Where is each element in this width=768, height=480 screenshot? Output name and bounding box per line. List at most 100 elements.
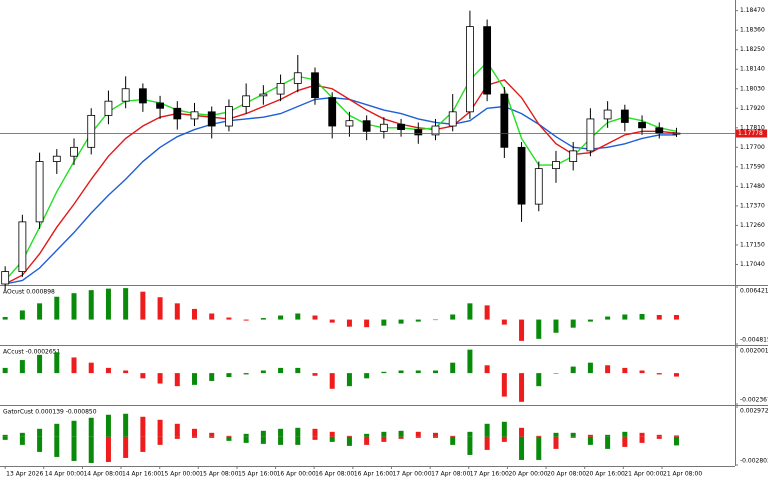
- candle-body: [276, 83, 285, 95]
- x-tick-label: 20 Apr 08:00: [547, 471, 586, 478]
- x-tick-label: 14 Apr 08:00: [83, 471, 122, 478]
- histogram-bar: [71, 420, 77, 437]
- y-tick-label: -0.002803: [740, 458, 768, 465]
- histogram-bar: [536, 435, 542, 437]
- last-price-label: 1.17778: [738, 130, 763, 137]
- candle-body: [293, 72, 302, 84]
- histogram-bar: [432, 370, 438, 374]
- y-tick-label: 1.17370: [740, 202, 765, 209]
- candle-body: [190, 111, 199, 120]
- histogram-bar: [209, 373, 215, 381]
- x-tick-label: 16 Apr 00:00: [277, 471, 316, 478]
- histogram-bar: [553, 436, 559, 449]
- histogram-bar: [553, 373, 559, 374]
- x-tick-label: 17 Apr 08:00: [431, 471, 470, 478]
- candle-body: [603, 109, 612, 120]
- y-tick-label: 1.17590: [740, 163, 765, 170]
- histogram-bar: [226, 436, 232, 441]
- histogram-bar: [260, 430, 266, 437]
- histogram-bar: [381, 371, 387, 374]
- histogram-bar: [243, 436, 249, 443]
- histogram-bar: [226, 435, 232, 437]
- candle-body: [104, 100, 113, 116]
- histogram-bar: [501, 436, 507, 442]
- histogram-bar: [432, 319, 438, 321]
- x-tick-label: 14 Apr 00:00: [45, 471, 84, 478]
- histogram-bar: [639, 432, 645, 437]
- histogram-bar: [570, 366, 576, 374]
- histogram-bar: [37, 303, 43, 320]
- histogram-bar: [364, 436, 370, 445]
- histogram-bar: [105, 436, 111, 462]
- x-tick-label: 16 Apr 16:00: [354, 471, 393, 478]
- histogram-bar: [587, 434, 593, 437]
- candle-body: [35, 161, 44, 223]
- y-tick-label: 1.17480: [740, 183, 765, 190]
- histogram-bar: [673, 315, 679, 320]
- candle-body: [259, 93, 268, 97]
- histogram-bar: [484, 436, 490, 450]
- histogram-bar: [381, 431, 387, 437]
- candle-body: [345, 120, 354, 127]
- histogram-bar: [639, 370, 645, 374]
- histogram-bar: [2, 367, 8, 374]
- x-tick-label: 21 Apr 08:00: [663, 471, 702, 478]
- candle-body: [242, 95, 251, 107]
- x-tick-label: 17 Apr 00:00: [392, 471, 431, 478]
- histogram-bar: [192, 308, 198, 320]
- y-tick-label: 0.006421: [740, 288, 768, 295]
- indicator-line: [4, 79, 677, 285]
- histogram-bar: [37, 354, 43, 374]
- histogram-bar: [157, 297, 163, 320]
- candle-body: [655, 127, 664, 134]
- histogram-bar: [37, 436, 43, 452]
- histogram-bar: [484, 423, 490, 437]
- histogram-bar: [140, 373, 146, 379]
- histogram-bar: [295, 313, 301, 320]
- histogram-bar: [174, 436, 180, 439]
- histogram-bar: [54, 436, 60, 457]
- histogram-bar: [54, 296, 60, 320]
- candle-body: [328, 97, 337, 127]
- histogram-bar: [123, 370, 129, 374]
- histogram-bar: [174, 373, 180, 387]
- histogram-bar: [174, 303, 180, 320]
- candle-body: [500, 93, 509, 148]
- histogram-bar: [312, 436, 318, 440]
- histogram-bar: [570, 432, 576, 437]
- histogram-bar: [329, 436, 335, 442]
- histogram-bar: [243, 373, 249, 375]
- histogram-bar: [639, 313, 645, 320]
- candle-body: [18, 221, 27, 272]
- candle-body: [397, 123, 405, 130]
- histogram-bar: [19, 360, 25, 374]
- histogram-bar: [19, 432, 25, 437]
- histogram-bar: [673, 435, 679, 437]
- candle-body: [379, 123, 388, 132]
- histogram-bar: [295, 427, 301, 437]
- histogram-bar: [415, 319, 421, 322]
- histogram-bar: [398, 430, 404, 437]
- indicator-line: [5, 96, 677, 285]
- histogram-bar: [329, 319, 335, 323]
- histogram-bar: [88, 417, 94, 437]
- histogram-bar: [209, 436, 215, 438]
- histogram-bar: [398, 319, 404, 324]
- candle-body: [448, 111, 457, 127]
- histogram-bar: [415, 431, 421, 437]
- histogram-bar: [450, 362, 456, 374]
- histogram-bar: [260, 370, 266, 374]
- histogram-bar: [519, 427, 525, 437]
- histogram-bar: [519, 373, 525, 402]
- histogram-bar: [656, 434, 662, 437]
- histogram-bar: [673, 436, 679, 446]
- histogram-bar: [88, 290, 94, 320]
- candle-body: [173, 107, 182, 120]
- histogram-bar: [519, 319, 525, 341]
- candle-body: [483, 26, 492, 95]
- candle-body: [225, 106, 233, 127]
- histogram-bar: [553, 432, 559, 437]
- histogram-bar: [192, 436, 198, 438]
